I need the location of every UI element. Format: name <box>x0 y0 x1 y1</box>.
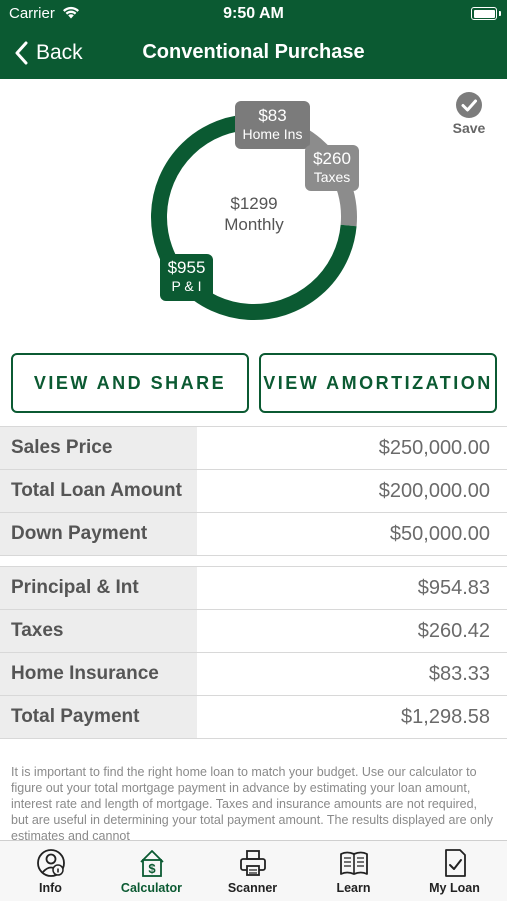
slice-tag-principal-interest: $955 P & I <box>160 254 213 301</box>
table-row: Down Payment $50,000.00 <box>0 513 507 556</box>
battery-tip <box>499 11 501 16</box>
tab-label: Info <box>39 881 62 895</box>
slice-label: Home Ins <box>242 125 303 142</box>
row-label: Total Payment <box>0 696 197 738</box>
slice-tag-home-ins: $83 Home Ins <box>235 101 310 149</box>
table-row: Total Payment $1,298.58 <box>0 696 507 739</box>
tab-calculator[interactable]: $ Calculator <box>101 841 202 901</box>
loan-summary-table: Sales Price $250,000.00 Total Loan Amoun… <box>0 426 507 556</box>
back-label: Back <box>36 41 83 64</box>
table-row: Principal & Int $954.83 <box>0 567 507 610</box>
slice-tag-taxes: $260 Taxes <box>305 145 359 191</box>
slice-label: Taxes <box>313 168 351 185</box>
svg-text:$: $ <box>148 861 156 876</box>
chart-center-label: Monthly <box>224 215 284 234</box>
view-and-share-button[interactable]: VIEW AND SHARE <box>11 353 249 413</box>
row-value: $50,000.00 <box>389 523 490 545</box>
tab-label: My Loan <box>429 881 480 895</box>
book-icon <box>340 851 368 875</box>
tab-learn[interactable]: Learn <box>303 841 404 901</box>
back-button[interactable]: Back <box>14 38 83 68</box>
printer-scanner-icon <box>240 850 266 876</box>
row-value: $250,000.00 <box>378 437 490 459</box>
table-row: Sales Price $250,000.00 <box>0 427 507 470</box>
tab-my-loan[interactable]: My Loan <box>404 841 505 901</box>
chart-center-amount: $1299 <box>230 194 278 213</box>
wifi-icon <box>62 6 80 24</box>
document-check-icon <box>445 849 466 877</box>
carrier-label: Carrier <box>9 5 55 22</box>
slice-amount: $83 <box>258 106 287 125</box>
payment-breakdown-table: Principal & Int $954.83 Taxes $260.42 Ho… <box>0 566 507 739</box>
row-value: $954.83 <box>417 577 490 599</box>
tab-scanner[interactable]: Scanner <box>202 841 303 901</box>
tab-info[interactable]: Info <box>0 841 101 901</box>
row-label: Down Payment <box>0 513 197 555</box>
clock: 9:50 AM <box>223 5 284 22</box>
tab-label: Scanner <box>227 881 278 895</box>
info-person-icon <box>37 849 65 877</box>
slice-amount: $260 <box>313 149 351 168</box>
row-value: $260.42 <box>417 620 490 642</box>
save-button[interactable]: Save <box>446 92 492 136</box>
row-label: Sales Price <box>0 427 197 469</box>
tab-label: Learn <box>336 881 371 895</box>
disclaimer-text: It is important to find the right home l… <box>11 765 493 840</box>
status-bar: Carrier 9:50 AM <box>0 0 507 28</box>
slice-amount: $955 <box>167 258 206 277</box>
row-label: Home Insurance <box>0 653 197 695</box>
view-amortization-button[interactable]: VIEW AMORTIZATION <box>259 353 497 413</box>
table-row: Home Insurance $83.33 <box>0 653 507 696</box>
row-value: $1,298.58 <box>401 706 490 728</box>
payment-chart: $1299 Monthly $83 Home Ins $260 Taxes $9… <box>0 79 507 344</box>
chevron-left-icon <box>15 41 28 65</box>
row-label: Principal & Int <box>0 567 197 609</box>
nav-bar: Back Conventional Purchase <box>0 28 507 79</box>
table-row: Total Loan Amount $200,000.00 <box>0 470 507 513</box>
row-value: $83.33 <box>428 663 490 685</box>
checkmark-circle-icon <box>456 92 482 118</box>
battery-icon <box>471 7 497 20</box>
save-label: Save <box>452 120 486 136</box>
row-label: Taxes <box>0 610 197 652</box>
row-label: Total Loan Amount <box>0 470 197 512</box>
row-value: $200,000.00 <box>378 480 490 502</box>
tab-bar: Info $ Calculator Scanner Learn My Lo <box>0 840 507 901</box>
table-row: Taxes $260.42 <box>0 610 507 653</box>
tab-label: Calculator <box>120 881 183 895</box>
slice-label: P & I <box>171 277 202 294</box>
calculator-icon: $ <box>140 850 164 877</box>
